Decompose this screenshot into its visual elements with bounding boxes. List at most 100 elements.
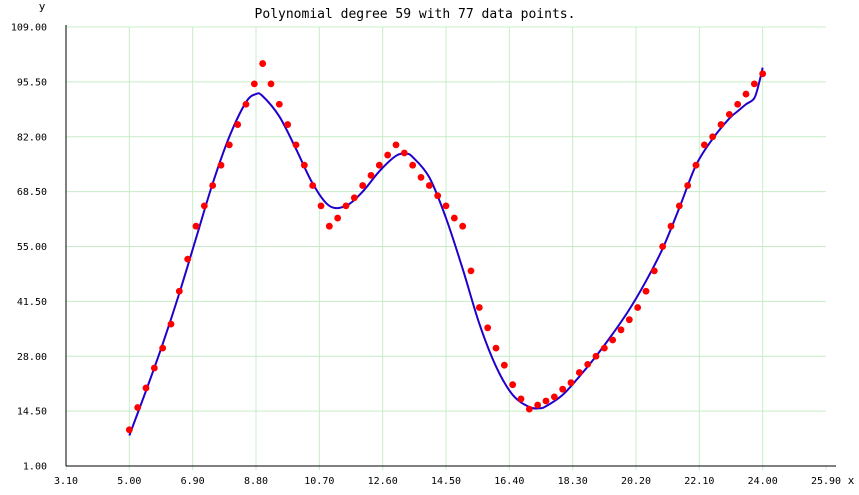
y-tick-label: 95.50 <box>17 77 47 88</box>
fit-curve <box>128 67 764 436</box>
data-point <box>667 222 675 230</box>
data-point <box>217 161 225 169</box>
data-point <box>717 121 725 128</box>
data-point <box>159 344 167 352</box>
data-point <box>550 393 558 401</box>
data-point <box>734 100 742 108</box>
data-point <box>150 364 158 372</box>
data-point <box>250 80 258 88</box>
data-point <box>292 141 300 149</box>
data-point <box>642 287 650 295</box>
data-point <box>500 361 508 369</box>
x-tick-label: 16.40 <box>494 476 524 487</box>
y-tick-label: 68.50 <box>17 187 47 198</box>
data-point <box>634 304 642 311</box>
data-point <box>259 60 267 67</box>
data-point <box>225 141 233 149</box>
data-point <box>284 121 292 128</box>
data-point <box>317 202 325 210</box>
data-point <box>459 222 467 230</box>
data-point <box>709 133 717 141</box>
data-point <box>509 381 517 389</box>
data-point <box>309 182 317 189</box>
data-point <box>367 171 375 179</box>
data-point <box>617 326 625 334</box>
x-tick-label: 25.90 <box>811 476 841 487</box>
data-point <box>275 100 283 108</box>
data-point <box>192 222 200 230</box>
data-point <box>542 397 550 405</box>
x-tick-label: 12.60 <box>368 476 398 487</box>
data-point <box>175 287 183 295</box>
y-tick-label: 109.00 <box>11 23 47 34</box>
data-point <box>134 404 142 411</box>
chart-title: Polynomial degree 59 with 77 data points… <box>255 7 576 22</box>
data-point <box>267 80 275 88</box>
data-point <box>467 267 475 275</box>
data-point <box>742 90 750 98</box>
data-point <box>584 360 592 368</box>
data-point <box>484 324 492 332</box>
data-point <box>400 149 408 157</box>
data-point <box>125 426 133 434</box>
data-point <box>300 161 308 169</box>
data-point <box>342 202 350 210</box>
data-point <box>725 110 733 118</box>
data-point <box>167 320 175 328</box>
data-point <box>417 173 425 181</box>
data-point <box>517 395 525 403</box>
data-point <box>242 100 250 108</box>
data-point <box>359 182 367 189</box>
data-point <box>525 405 533 413</box>
data-point <box>650 267 658 275</box>
data-point <box>600 344 608 352</box>
data-point <box>592 352 600 360</box>
data-point <box>575 369 583 376</box>
data-point <box>475 304 483 311</box>
data-point <box>559 385 567 393</box>
x-tick-label: 8.80 <box>244 476 268 487</box>
data-point <box>534 401 542 409</box>
fit-curve-layer <box>128 67 764 436</box>
y-tick-label: 55.00 <box>17 242 47 253</box>
data-point <box>442 202 450 210</box>
data-point <box>234 121 242 128</box>
x-tick-label: 20.20 <box>621 476 651 487</box>
y-tick-label: 14.50 <box>17 407 47 418</box>
data-point <box>200 202 208 210</box>
x-tick-label: 18.30 <box>558 476 588 487</box>
y-tick-label: 41.50 <box>17 297 47 308</box>
data-point <box>692 161 700 169</box>
data-point <box>384 151 392 159</box>
y-tick-label: 28.00 <box>17 352 47 363</box>
data-point <box>434 192 442 200</box>
data-point <box>350 194 358 202</box>
data-point <box>750 80 758 88</box>
data-point <box>567 379 575 387</box>
data-point <box>325 222 333 230</box>
axes <box>65 25 836 467</box>
y-tick-label: 82.00 <box>17 132 47 143</box>
data-point <box>392 141 400 149</box>
x-tick-label: 6.90 <box>181 476 205 487</box>
x-axis-label: x <box>848 474 855 487</box>
data-point <box>375 161 383 169</box>
data-point <box>425 182 433 189</box>
data-point <box>334 214 342 222</box>
data-point <box>609 336 617 344</box>
data-point <box>759 70 767 78</box>
x-tick-label: 5.00 <box>117 476 141 487</box>
data-point <box>625 316 633 324</box>
x-tick-label: 22.10 <box>684 476 714 487</box>
data-point <box>209 182 217 189</box>
x-tick-label: 14.50 <box>431 476 461 487</box>
x-tick-label: 3.10 <box>54 476 78 487</box>
tick-labels: 3.10 5.00 6.90 8.80 10.70 12.60 14.50 16.40 18.3… <box>11 23 841 488</box>
data-point <box>142 384 150 392</box>
y-axis-label: y <box>39 0 46 13</box>
data-point <box>700 141 708 149</box>
data-point <box>492 344 500 352</box>
data-point <box>684 182 692 189</box>
data-point <box>675 202 683 210</box>
